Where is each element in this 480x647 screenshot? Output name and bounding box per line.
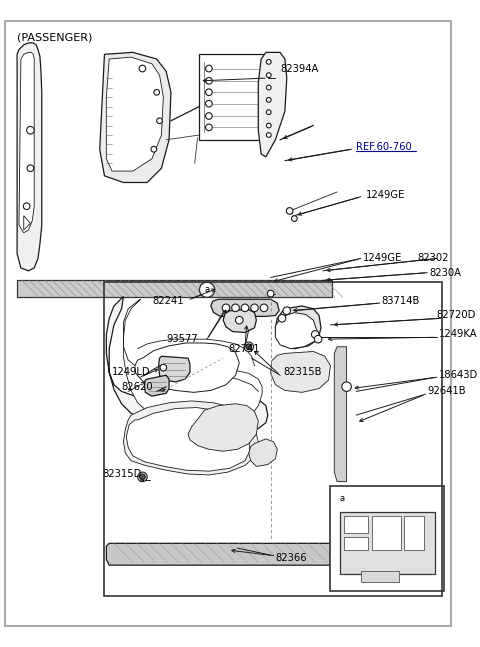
Circle shape bbox=[241, 304, 249, 312]
Polygon shape bbox=[149, 351, 182, 377]
Bar bbox=[404, 516, 424, 550]
Circle shape bbox=[312, 331, 319, 338]
Polygon shape bbox=[123, 300, 262, 428]
Circle shape bbox=[205, 89, 212, 96]
Circle shape bbox=[266, 133, 271, 137]
Text: 1249GE: 1249GE bbox=[366, 190, 405, 200]
Circle shape bbox=[205, 124, 212, 131]
Polygon shape bbox=[123, 401, 258, 475]
Polygon shape bbox=[276, 313, 317, 349]
Polygon shape bbox=[107, 296, 268, 434]
Bar bbox=[330, 487, 444, 591]
Circle shape bbox=[23, 203, 30, 210]
Bar bbox=[340, 512, 435, 574]
Polygon shape bbox=[19, 52, 34, 233]
Text: 82241: 82241 bbox=[152, 296, 183, 306]
Circle shape bbox=[246, 344, 252, 349]
Text: REF.60-760: REF.60-760 bbox=[356, 142, 412, 152]
Polygon shape bbox=[211, 300, 279, 316]
Polygon shape bbox=[334, 347, 347, 481]
Bar bbox=[361, 571, 399, 582]
Circle shape bbox=[314, 335, 322, 343]
Polygon shape bbox=[144, 375, 169, 396]
Text: 82315B: 82315B bbox=[283, 367, 322, 377]
Text: 93577: 93577 bbox=[166, 334, 198, 344]
Circle shape bbox=[266, 98, 271, 102]
Bar bbox=[24, 235, 34, 243]
Circle shape bbox=[140, 474, 145, 479]
Circle shape bbox=[160, 364, 167, 371]
Text: 82315D: 82315D bbox=[103, 469, 142, 479]
Circle shape bbox=[291, 215, 297, 221]
Text: 82302: 82302 bbox=[418, 254, 449, 263]
Text: (PASSENGER): (PASSENGER) bbox=[17, 32, 93, 42]
Text: 1249KA: 1249KA bbox=[439, 329, 477, 340]
Bar bbox=[372, 516, 401, 550]
Text: 82720D: 82720D bbox=[437, 311, 476, 320]
Circle shape bbox=[260, 304, 268, 312]
Polygon shape bbox=[276, 306, 321, 349]
Circle shape bbox=[266, 73, 271, 78]
Circle shape bbox=[27, 165, 34, 171]
Circle shape bbox=[205, 65, 212, 72]
Bar bbox=[199, 54, 271, 140]
Circle shape bbox=[138, 472, 147, 481]
Circle shape bbox=[205, 78, 212, 84]
Text: a: a bbox=[204, 285, 210, 294]
Circle shape bbox=[283, 307, 290, 314]
Circle shape bbox=[236, 316, 243, 324]
Circle shape bbox=[139, 65, 146, 72]
Circle shape bbox=[342, 382, 351, 391]
Circle shape bbox=[251, 304, 258, 312]
Circle shape bbox=[232, 304, 240, 312]
Text: 83714B: 83714B bbox=[382, 296, 420, 306]
Text: 82394A: 82394A bbox=[280, 63, 319, 74]
Bar bbox=[344, 536, 369, 550]
Text: 1249LD: 1249LD bbox=[112, 367, 151, 377]
Polygon shape bbox=[271, 351, 330, 392]
Text: 1249GE: 1249GE bbox=[363, 254, 402, 263]
Polygon shape bbox=[249, 439, 277, 466]
Polygon shape bbox=[107, 57, 163, 171]
Circle shape bbox=[222, 304, 230, 312]
Bar bbox=[17, 280, 332, 298]
Polygon shape bbox=[17, 43, 42, 271]
Circle shape bbox=[266, 123, 271, 128]
Polygon shape bbox=[258, 52, 287, 157]
Circle shape bbox=[266, 110, 271, 115]
Text: 18643D: 18643D bbox=[439, 370, 478, 380]
Circle shape bbox=[205, 100, 212, 107]
Text: 82741: 82741 bbox=[228, 344, 260, 354]
Circle shape bbox=[156, 118, 162, 124]
Circle shape bbox=[26, 126, 34, 134]
Polygon shape bbox=[158, 356, 190, 382]
Polygon shape bbox=[223, 309, 256, 333]
Text: 92641B: 92641B bbox=[427, 386, 466, 397]
Circle shape bbox=[205, 113, 212, 119]
Polygon shape bbox=[100, 52, 171, 182]
Circle shape bbox=[199, 282, 215, 298]
Circle shape bbox=[267, 291, 274, 297]
Text: 8230A: 8230A bbox=[429, 268, 461, 278]
Circle shape bbox=[154, 89, 159, 95]
Bar bbox=[344, 516, 369, 533]
Circle shape bbox=[286, 208, 293, 214]
Text: a: a bbox=[339, 494, 345, 503]
Polygon shape bbox=[135, 343, 240, 392]
Bar bbox=[105, 282, 442, 595]
Circle shape bbox=[266, 85, 271, 90]
Circle shape bbox=[334, 491, 349, 507]
Circle shape bbox=[266, 60, 271, 64]
Text: 82366: 82366 bbox=[276, 553, 307, 563]
Polygon shape bbox=[107, 543, 342, 565]
Circle shape bbox=[244, 342, 253, 351]
Circle shape bbox=[151, 146, 156, 152]
Polygon shape bbox=[126, 408, 250, 471]
Text: 93575B: 93575B bbox=[353, 488, 392, 498]
Text: 82620: 82620 bbox=[121, 382, 153, 391]
Polygon shape bbox=[188, 404, 258, 451]
Circle shape bbox=[278, 314, 286, 322]
